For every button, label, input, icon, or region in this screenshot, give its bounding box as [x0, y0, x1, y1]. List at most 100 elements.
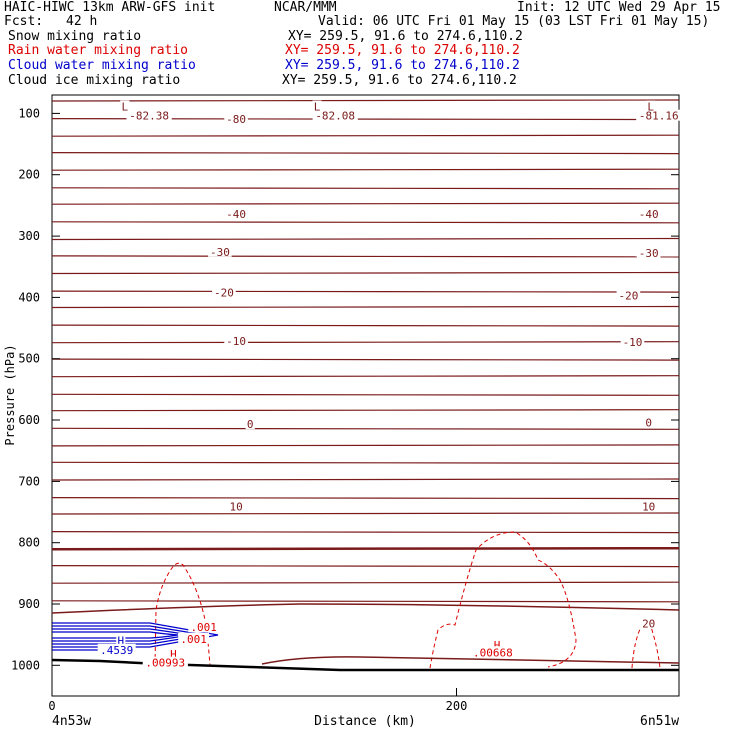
isotherm-label-bg [636, 207, 661, 219]
rain-label-bg [470, 646, 516, 658]
pressure-tick-label: 800 [18, 536, 40, 550]
isotherm-label: 0 [645, 416, 652, 429]
isotherm-label: 10 [229, 500, 242, 513]
isotherm-label: 0 [247, 418, 254, 431]
forecast-hour: 42 h [66, 14, 98, 29]
isotherm-label-bg [227, 500, 245, 512]
surface-line [51, 658, 679, 672]
isotherm-label: -82.38 [129, 110, 169, 123]
isotherm-label-bg [224, 112, 248, 124]
pressure-tick-label: 500 [18, 352, 40, 366]
pressure-tick-label: 1000 [11, 658, 40, 672]
isotherm-label: -20 [618, 289, 638, 302]
isotherm-line [51, 444, 680, 447]
rain-label-bg [492, 638, 502, 650]
valid-time: Valid: 06 UTC Fri 01 May 15 (03 LST Fri … [318, 14, 710, 29]
low-marker: L [647, 101, 654, 114]
isotherm-line [51, 530, 680, 534]
rain-label-bg [142, 656, 188, 668]
isotherm-label-bg [640, 617, 657, 629]
legend-cloud-water-xy: XY= 259.5, 91.6 to 274.6,110.2 [285, 58, 520, 73]
organization: NCAR/MMM [274, 0, 337, 15]
isotherm-label: -40 [226, 208, 246, 221]
isotherm-line [51, 187, 680, 190]
isotherm-label: -10 [226, 335, 246, 348]
cloud-water-contour [52, 622, 219, 648]
isotherm-line [51, 564, 680, 568]
forecast-label: Fcst: [4, 14, 44, 29]
rain-label-bg [168, 648, 178, 660]
isotherm-label-bg [126, 109, 172, 121]
isotherm-label-bg [212, 286, 236, 298]
isotherm-line [51, 581, 680, 584]
low-marker-bg [312, 100, 322, 112]
rain-contour-center [429, 531, 577, 669]
cloud-water-labels: H.4539 [97, 634, 136, 657]
isotherm-line [51, 461, 680, 464]
isotherm-label: -30 [639, 247, 659, 260]
isotherm-label-bg [620, 336, 645, 347]
isotherm-label: -40 [639, 208, 659, 221]
isotherm-line [51, 341, 680, 344]
isotherm-line [51, 375, 680, 378]
isotherm-label-bg [312, 109, 358, 121]
cloud-water-contour [52, 631, 179, 639]
pressure-tick-label: 300 [18, 229, 40, 243]
distance-tick-label: 200 [446, 699, 468, 713]
rain-label: .001 [180, 633, 207, 646]
pressure-tick-label: 600 [18, 413, 40, 427]
isotherm-line [51, 546, 680, 551]
low-marker-bg [120, 100, 130, 112]
isotherm-line [51, 152, 680, 155]
isotherm-label-bg [224, 334, 248, 346]
rain-label-bg [188, 621, 220, 633]
isotherm-line [51, 168, 680, 171]
isotherm-line [51, 271, 680, 275]
isotherm-label-bg [224, 207, 248, 219]
isotherm-contours [51, 99, 680, 614]
isotherm-line [51, 478, 680, 481]
isotherm-label-bg [636, 247, 661, 259]
rain-contours [154, 531, 661, 669]
isotherm-line [51, 255, 680, 258]
pressure-tick-label: 400 [18, 290, 40, 304]
isotherm-line [51, 497, 680, 500]
isotherm-line [51, 305, 680, 309]
low-marker: L [314, 101, 321, 114]
isotherm-line [51, 99, 680, 102]
isotherm-line [51, 600, 680, 603]
legend-cloud-ice-name: Cloud ice mixing ratio [8, 73, 181, 88]
isotherm-label-bg [616, 289, 641, 301]
isotherm-label: -20 [214, 286, 234, 299]
legend-rain-xy: XY= 259.5, 91.6 to 274.6,110.2 [285, 43, 520, 58]
isotherm-line [51, 221, 680, 224]
cloud-water-label-bg [116, 634, 126, 646]
surface-isotherm-segment [261, 656, 680, 665]
model-title: HAIC-HIWC 13km ARW-GFS init [4, 0, 216, 15]
low-marker: L [121, 101, 128, 114]
isotherm-line [51, 512, 680, 515]
legend-snow-xy: XY= 259.5, 91.6 to 274.6,110.2 [288, 29, 523, 44]
pressure-tick-label: 900 [18, 597, 40, 611]
legend-rain-name: Rain water mixing ratio [8, 43, 189, 58]
isotherm-line [51, 603, 680, 614]
legend-cloud-water-name: Cloud water mixing ratio [8, 58, 196, 73]
isotherm-label: -30 [210, 246, 230, 259]
left-endpoint-label: 4n53w [52, 714, 91, 729]
rain-label: .00668 [473, 646, 513, 659]
isotherm-label-bg [245, 418, 255, 430]
isotherm-line [51, 393, 680, 396]
isotherm-label-bg [636, 109, 682, 121]
cloud-water-label-bg [97, 643, 136, 655]
y-axis-label: Pressure (hPa) [3, 344, 17, 445]
isotherm-label: 10 [642, 500, 655, 513]
isotherm-label-bg [208, 245, 232, 257]
rain-label: H [494, 639, 501, 652]
rain-contour-left [154, 562, 211, 666]
right-endpoint-label: 6n51w [640, 714, 679, 729]
x-axis-label: Distance (km) [314, 714, 416, 729]
isotherm-labels: -82.38 -80 -82.08 -81.16 -40 -40 -30 -30 -20 -20 -… [126, 109, 682, 634]
